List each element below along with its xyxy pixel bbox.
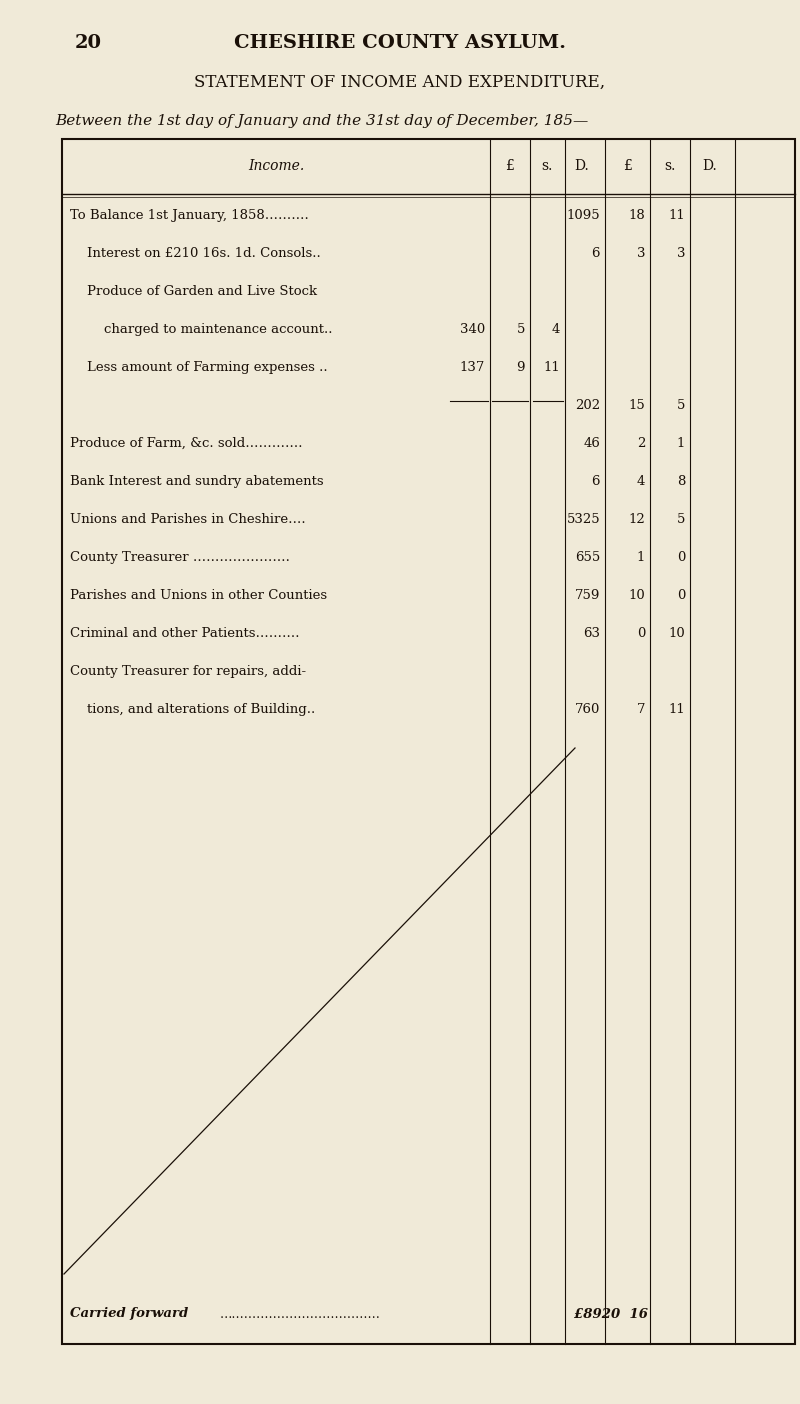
Text: 10: 10	[668, 628, 685, 640]
Text: 760: 760	[574, 703, 600, 716]
Text: 0: 0	[637, 628, 645, 640]
Text: To Balance 1st January, 1858……….: To Balance 1st January, 1858……….	[70, 209, 309, 222]
Text: £: £	[506, 160, 514, 174]
Text: 46: 46	[583, 437, 600, 451]
Text: Between the 1st day of January and the 31st day of December, 185—: Between the 1st day of January and the 3…	[55, 114, 588, 128]
Text: 6: 6	[591, 247, 600, 260]
Text: STATEMENT OF INCOME AND EXPENDITURE,: STATEMENT OF INCOME AND EXPENDITURE,	[194, 74, 606, 91]
Text: 11: 11	[543, 361, 560, 373]
Text: 12: 12	[628, 512, 645, 526]
Text: 3: 3	[677, 247, 685, 260]
Text: 11: 11	[668, 703, 685, 716]
Text: charged to maintenance account..: charged to maintenance account..	[70, 323, 333, 336]
Text: 340: 340	[460, 323, 485, 336]
Text: CHESHIRE COUNTY ASYLUM.: CHESHIRE COUNTY ASYLUM.	[234, 34, 566, 52]
Text: County Treasurer ………………….: County Treasurer ………………….	[70, 550, 290, 564]
Text: 655: 655	[574, 550, 600, 564]
Text: 6: 6	[591, 475, 600, 489]
Text: …………………………………: …………………………………	[219, 1307, 381, 1321]
Text: tions, and alterations of Building..: tions, and alterations of Building..	[70, 703, 315, 716]
Text: 202: 202	[575, 399, 600, 411]
Text: Interest on £210 16s. 1d. Consols..: Interest on £210 16s. 1d. Consols..	[70, 247, 321, 260]
Text: 759: 759	[574, 590, 600, 602]
Text: s.: s.	[542, 160, 553, 174]
Text: Produce of Garden and Live Stock: Produce of Garden and Live Stock	[70, 285, 317, 298]
Text: Unions and Parishes in Cheshire….: Unions and Parishes in Cheshire….	[70, 512, 306, 526]
Text: 18: 18	[628, 209, 645, 222]
Text: 1: 1	[637, 550, 645, 564]
Text: 8: 8	[677, 475, 685, 489]
Text: 10: 10	[628, 590, 645, 602]
Text: Criminal and other Patients……….: Criminal and other Patients……….	[70, 628, 299, 640]
Text: Produce of Farm, &c. sold………….: Produce of Farm, &c. sold………….	[70, 437, 302, 451]
Text: £: £	[622, 160, 631, 174]
Text: D.: D.	[702, 160, 718, 174]
Text: 1: 1	[677, 437, 685, 451]
Text: Carried forward: Carried forward	[70, 1307, 188, 1321]
Text: s.: s.	[664, 160, 676, 174]
Text: 15: 15	[628, 399, 645, 411]
Text: 11: 11	[668, 209, 685, 222]
Text: D.: D.	[574, 160, 590, 174]
Text: 0: 0	[677, 590, 685, 602]
Text: 137: 137	[460, 361, 485, 373]
Text: 4: 4	[637, 475, 645, 489]
Text: 9: 9	[517, 361, 525, 373]
Text: 5: 5	[677, 512, 685, 526]
Text: 7: 7	[637, 703, 645, 716]
Text: 20: 20	[75, 34, 102, 52]
Text: 4: 4	[552, 323, 560, 336]
Text: 2: 2	[637, 437, 645, 451]
Text: 1095: 1095	[566, 209, 600, 222]
Text: Bank Interest and sundry abatements: Bank Interest and sundry abatements	[70, 475, 324, 489]
Text: 0: 0	[677, 550, 685, 564]
Text: Parishes and Unions in other Counties: Parishes and Unions in other Counties	[70, 590, 327, 602]
Text: County Treasurer for repairs, addi-: County Treasurer for repairs, addi-	[70, 665, 306, 678]
Text: 63: 63	[583, 628, 600, 640]
Text: 5: 5	[677, 399, 685, 411]
Text: 5: 5	[517, 323, 525, 336]
Text: £8920  16: £8920 16	[574, 1307, 648, 1321]
Text: Less amount of Farming expenses ..: Less amount of Farming expenses ..	[70, 361, 328, 373]
Text: 5325: 5325	[566, 512, 600, 526]
Text: 3: 3	[637, 247, 645, 260]
Text: Income.: Income.	[248, 160, 304, 174]
